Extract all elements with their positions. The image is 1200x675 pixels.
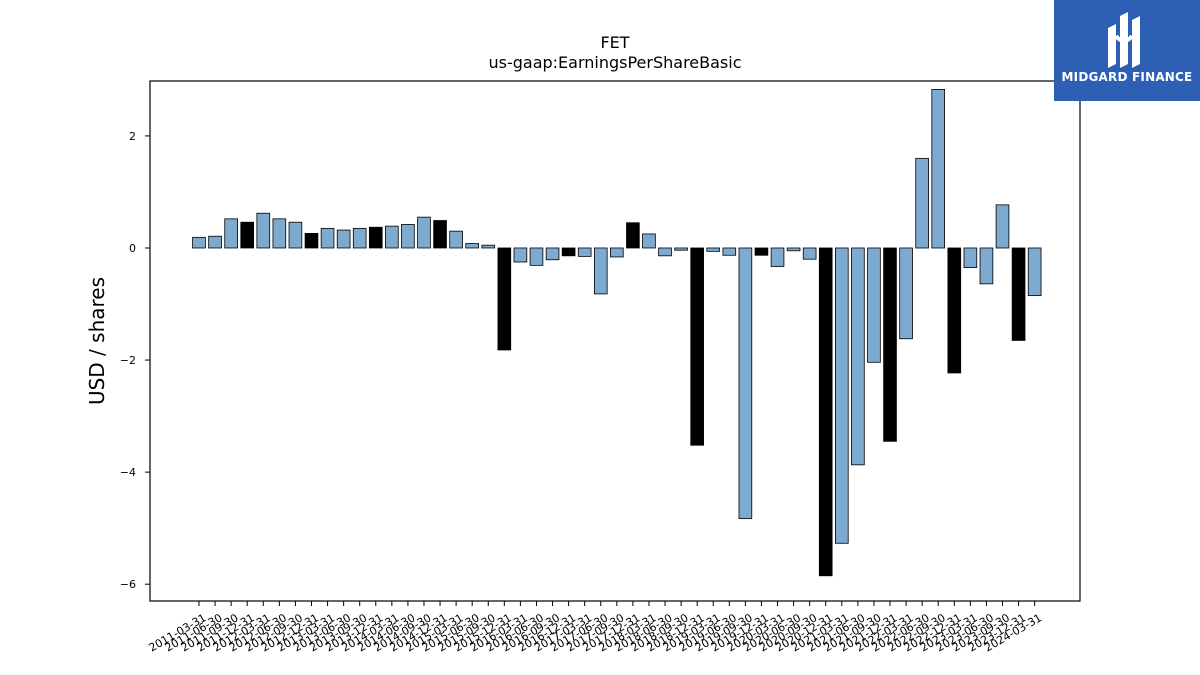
- bar-2018-06-30: [658, 247, 672, 257]
- logo-text: MIDGARD FINANCE: [1061, 70, 1193, 84]
- bar-2021-03-31: [835, 247, 849, 544]
- chart-subtitle: us-gaap:EarningsPerShareBasic: [488, 53, 742, 72]
- bar-2020-09-30: [802, 247, 817, 260]
- bar-2012-06-30: [272, 218, 287, 249]
- bar-2020-03-31: [770, 247, 785, 267]
- plot-frame: [149, 80, 1081, 602]
- bar-2022-12-31: [947, 247, 962, 374]
- bar-2013-06-30: [336, 229, 351, 249]
- bar-2023-03-31: [963, 247, 978, 268]
- bar-2023-06-30: [979, 247, 994, 285]
- bar-2017-03-31: [577, 247, 592, 257]
- bar-2022-09-30: [931, 89, 946, 249]
- bar-2016-03-31: [513, 247, 528, 263]
- bar-2024-03-31: [1027, 247, 1042, 297]
- bar-2020-06-30: [786, 247, 801, 252]
- bar-2016-12-31: [561, 247, 576, 257]
- y-tick-label: 0: [129, 242, 136, 255]
- bar-2016-09-30: [545, 247, 560, 261]
- bars-group: [192, 89, 1042, 577]
- bar-2023-09-30: [995, 204, 1010, 249]
- bar-2021-06-30: [851, 247, 865, 466]
- bar-2021-09-30: [867, 247, 881, 363]
- bar-2012-03-31: [256, 212, 271, 249]
- bar-2014-09-30: [417, 216, 431, 249]
- logo-mark-icon: [1108, 12, 1140, 68]
- bar-2011-12-31: [240, 221, 255, 249]
- bar-2015-09-30: [481, 244, 496, 249]
- bar-2012-12-31: [304, 233, 319, 249]
- bar-2016-06-30: [529, 247, 544, 266]
- bar-2011-09-30: [224, 218, 238, 249]
- bar-2013-03-31: [320, 227, 335, 249]
- y-tick-label: −2: [120, 354, 136, 367]
- x-axis-ticks: 2011-03-312011-06-302011-09-302011-12-31…: [147, 601, 1044, 654]
- bar-2015-06-30: [465, 243, 479, 249]
- y-axis-ticks: 2 0 −2 −4 −6: [120, 130, 150, 591]
- bar-2022-03-31: [899, 247, 913, 340]
- bar-2015-12-31: [497, 247, 512, 351]
- y-tick-label: 2: [129, 130, 136, 143]
- bar-2011-03-31: [192, 236, 206, 249]
- brand-logo: MIDGARD FINANCE: [1054, 0, 1200, 101]
- y-tick-label: −6: [120, 578, 136, 591]
- bar-2014-03-31: [385, 225, 399, 249]
- bar-2011-06-30: [208, 235, 222, 249]
- bar-2018-12-31: [690, 247, 704, 446]
- chart-title: FET: [600, 33, 630, 52]
- bar-2019-03-31: [706, 247, 721, 252]
- bar-2019-12-31: [754, 247, 769, 256]
- bar-2014-12-31: [433, 220, 447, 249]
- bar-2018-09-30: [674, 247, 688, 251]
- bar-2014-06-30: [401, 224, 415, 249]
- bar-2013-09-30: [352, 227, 367, 249]
- bar-2013-12-31: [368, 226, 383, 249]
- bar-2022-06-30: [915, 157, 929, 249]
- bar-2021-12-31: [883, 247, 897, 442]
- bar-2015-03-31: [449, 230, 463, 249]
- y-axis-label: USD / shares: [85, 277, 109, 405]
- bar-2019-06-30: [722, 247, 737, 256]
- bar-2017-09-30: [610, 247, 624, 258]
- bar-2018-03-31: [642, 233, 656, 249]
- bar-2012-09-30: [288, 221, 303, 249]
- bar-2023-12-31: [1011, 247, 1026, 341]
- bar-2020-12-31: [818, 247, 833, 577]
- bar-2017-12-31: [626, 222, 640, 249]
- y-tick-label: −4: [120, 466, 136, 479]
- bar-2019-09-30: [738, 247, 753, 520]
- bar-2017-06-30: [593, 247, 608, 295]
